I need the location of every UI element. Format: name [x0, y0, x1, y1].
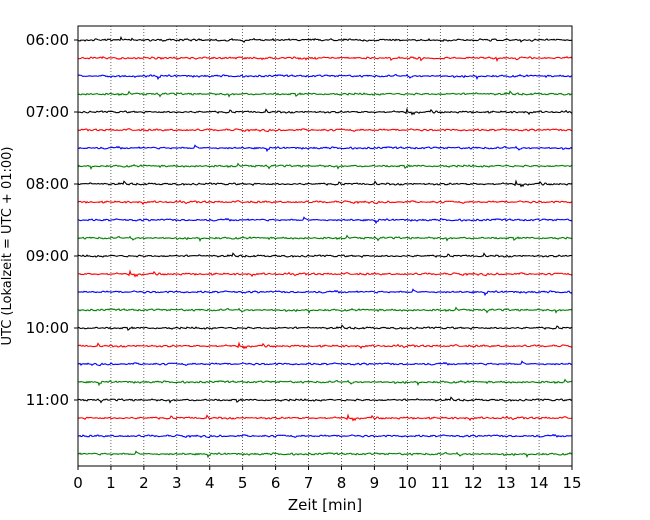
x-tick-label: 1	[106, 474, 116, 492]
plot-frame	[77, 25, 573, 467]
x-tick-label: 7	[304, 474, 314, 492]
x-tick-label: 14	[530, 474, 549, 492]
seismic-trace	[77, 162, 573, 171]
y-axis: 06:00 07:00 08:00 09:00 10:00 11:00	[26, 31, 78, 409]
x-tick-label: 3	[172, 474, 182, 492]
seismic-trace	[77, 234, 573, 243]
seismic-trace	[77, 288, 573, 297]
x-axis: 0 1 2 3 4 5 6 7 8 9 10 11 12 13 14 15	[73, 466, 582, 492]
x-tick-label: 4	[205, 474, 215, 492]
x-tick-label: 5	[238, 474, 248, 492]
x-tick-label: 0	[73, 474, 83, 492]
x-tick-label: 10	[398, 474, 417, 492]
vertical-grid	[110, 26, 540, 466]
x-tick-label: 9	[370, 474, 380, 492]
seismic-trace	[77, 252, 573, 259]
y-tick-label: 10:00	[26, 319, 69, 337]
seismic-trace	[77, 396, 573, 404]
x-tick-label: 15	[562, 474, 581, 492]
x-tick-label: 2	[139, 474, 149, 492]
seismic-trace	[77, 450, 573, 459]
x-tick-label: 13	[497, 474, 516, 492]
y-axis-label: UTC (Lokalzeit = UTC + 01:00)	[0, 147, 15, 346]
seismic-trace	[77, 433, 573, 439]
x-axis-label: Zeit [min]	[288, 496, 362, 514]
seismic-trace	[77, 73, 573, 81]
y-tick-label: 09:00	[26, 247, 69, 265]
seismic-trace	[77, 306, 573, 315]
seismic-trace	[77, 179, 573, 188]
seismic-trace	[77, 144, 573, 153]
seismic-trace	[77, 128, 573, 133]
seismic-trace	[77, 341, 573, 350]
y-tick-label: 06:00	[26, 31, 69, 49]
seismic-trace	[77, 378, 573, 387]
x-tick-label: 6	[271, 474, 281, 492]
seismic-trace	[77, 413, 572, 422]
x-tick-label: 8	[337, 474, 347, 492]
y-tick-label: 08:00	[26, 175, 69, 193]
seismic-trace	[77, 90, 572, 98]
x-tick-label: 11	[431, 474, 450, 492]
seismic-trace	[77, 35, 573, 43]
x-tick-label: 12	[464, 474, 483, 492]
trace-group	[77, 35, 573, 459]
seismic-trace	[77, 324, 573, 331]
y-tick-label: 07:00	[26, 103, 69, 121]
seismic-trace	[77, 216, 573, 225]
seismic-trace	[77, 56, 573, 63]
seismic-trace	[77, 107, 573, 116]
seismic-trace	[77, 199, 573, 206]
y-tick-label: 11:00	[26, 391, 69, 409]
seismic-trace	[78, 269, 573, 278]
seismic-trace	[77, 360, 573, 367]
